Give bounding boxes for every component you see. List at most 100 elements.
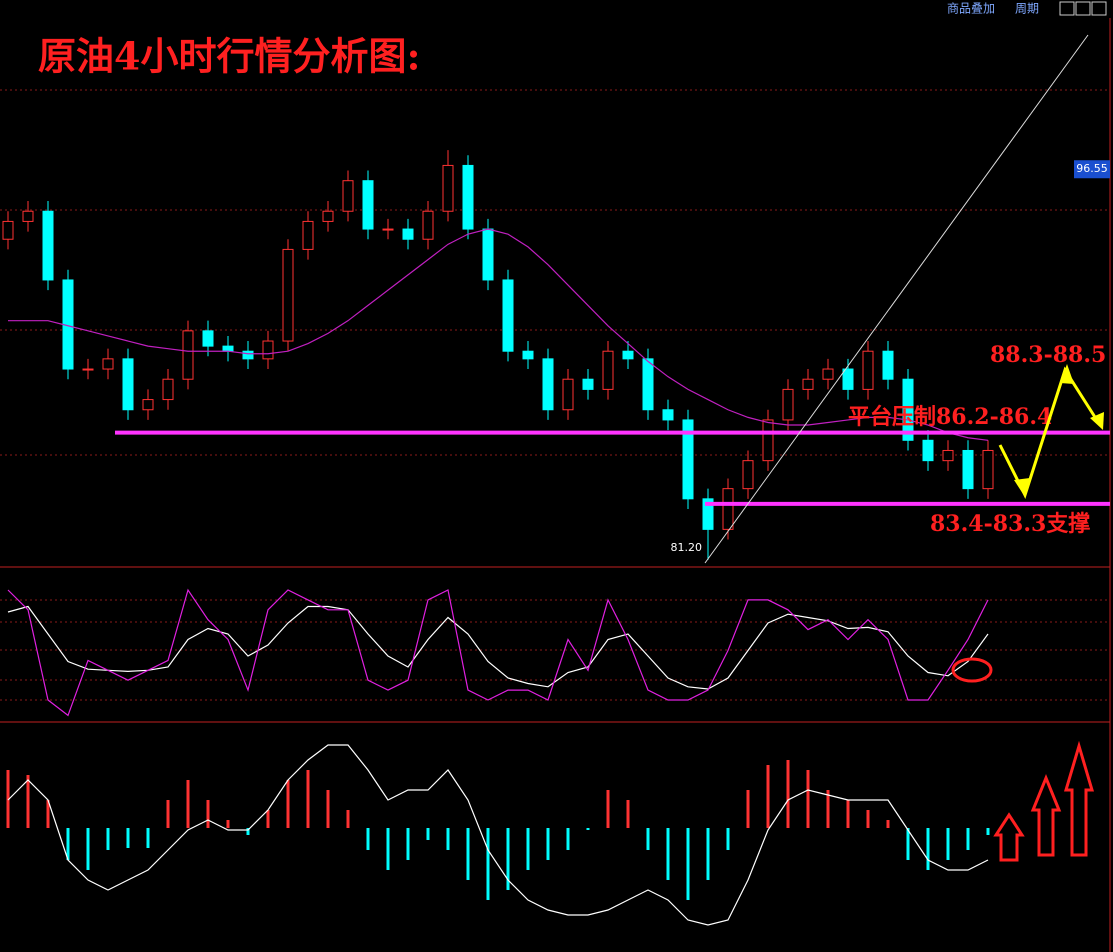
candle-body xyxy=(302,220,314,250)
candle-body xyxy=(782,388,794,421)
arrow-head xyxy=(1090,412,1104,430)
histogram-bar xyxy=(826,790,830,828)
candle-body xyxy=(202,330,214,347)
indicator-line xyxy=(8,228,989,441)
toolbar-button[interactable] xyxy=(1075,1,1091,16)
histogram-bar xyxy=(286,780,290,828)
histogram-bar xyxy=(646,828,650,850)
toolbar-button[interactable] xyxy=(1059,1,1075,16)
histogram-bar xyxy=(606,790,610,828)
candle-body xyxy=(502,279,514,352)
histogram-bar xyxy=(46,800,50,828)
candle-body xyxy=(822,368,834,380)
candle-body xyxy=(2,220,14,240)
histogram-bar xyxy=(386,828,390,870)
indicator-line xyxy=(7,605,989,690)
histogram-bar xyxy=(206,800,210,828)
low-label: 81.20 xyxy=(671,541,703,554)
histogram-bar xyxy=(866,810,870,828)
indicator-line xyxy=(7,744,989,926)
histogram-bar xyxy=(486,828,490,900)
candle-body xyxy=(702,498,714,530)
candle-body xyxy=(122,358,134,411)
histogram-bar xyxy=(6,770,10,828)
histogram-bar xyxy=(106,828,110,850)
toolbar-button[interactable] xyxy=(1091,1,1107,16)
candle-body xyxy=(362,180,374,230)
histogram-bar xyxy=(746,790,750,828)
candle-body xyxy=(862,350,874,390)
histogram-bar xyxy=(526,828,530,870)
candle-body xyxy=(642,358,654,411)
candle-body xyxy=(182,330,194,380)
candle-body xyxy=(722,488,734,530)
candle-body xyxy=(922,439,934,462)
histogram-bar xyxy=(666,828,670,880)
histogram-bar xyxy=(706,828,710,880)
histogram-bar xyxy=(986,828,990,835)
histogram-bar xyxy=(86,828,90,870)
candle-body xyxy=(102,358,114,370)
candle-body xyxy=(802,378,814,390)
toolbar-bg xyxy=(0,0,1113,18)
histogram-bar xyxy=(466,828,470,880)
annotation: 83.4-83.3支撑 xyxy=(930,511,1090,537)
candle-body xyxy=(242,350,254,360)
candle-body xyxy=(462,164,474,230)
candle-body xyxy=(42,210,54,281)
histogram-bar xyxy=(566,828,570,850)
candle-body xyxy=(582,378,594,390)
histogram-bar xyxy=(226,820,230,828)
grid xyxy=(0,18,1111,952)
histogram-bar xyxy=(426,828,430,840)
price-label: 96.55 xyxy=(1076,162,1108,175)
histogram-bar xyxy=(26,775,30,828)
histogram-bar xyxy=(806,770,810,828)
candle-body xyxy=(262,340,274,360)
forecast-path xyxy=(998,366,1102,499)
candle-body xyxy=(742,460,754,490)
trend-line xyxy=(704,34,1089,564)
candle-body xyxy=(542,358,554,411)
candle-body xyxy=(142,399,154,411)
histogram-bar xyxy=(366,828,370,850)
histogram-bar xyxy=(946,828,950,860)
histogram-bar xyxy=(546,828,550,860)
histogram-bar xyxy=(586,828,590,830)
candle-body xyxy=(622,350,634,360)
arrow-head xyxy=(1060,364,1074,384)
up-arrow xyxy=(993,812,1025,862)
candle-body xyxy=(482,228,494,281)
histogram-bar xyxy=(186,780,190,828)
candle-body xyxy=(82,368,94,371)
candle-body xyxy=(882,350,894,380)
histogram-bar xyxy=(846,800,850,828)
candle-body xyxy=(942,449,954,462)
histogram-bar xyxy=(246,828,250,835)
histogram-bar xyxy=(766,765,770,828)
candle-body xyxy=(522,350,534,360)
candle-body xyxy=(22,210,34,222)
candle-body xyxy=(322,210,334,222)
histogram-bar xyxy=(906,828,910,860)
indicator-line xyxy=(7,588,989,717)
candle-body xyxy=(762,419,774,462)
histogram-bar xyxy=(146,828,150,848)
candle-body xyxy=(282,248,294,342)
toolbar-item[interactable]: 周期 xyxy=(1015,2,1039,16)
drawings xyxy=(704,34,1104,862)
candle-body xyxy=(442,164,454,212)
toolbar: 商品叠加 周期 xyxy=(0,0,1113,18)
candle-body xyxy=(662,409,674,421)
chart-title: 原油4小时行情分析图: xyxy=(38,34,420,79)
highlight-circle xyxy=(951,657,993,683)
toolbar-item[interactable]: 商品叠加 xyxy=(947,1,995,16)
histogram-bar xyxy=(166,800,170,828)
histogram-bar xyxy=(266,810,270,828)
candle-body xyxy=(382,228,394,231)
candle-body xyxy=(902,378,914,441)
candle-body xyxy=(842,368,854,390)
